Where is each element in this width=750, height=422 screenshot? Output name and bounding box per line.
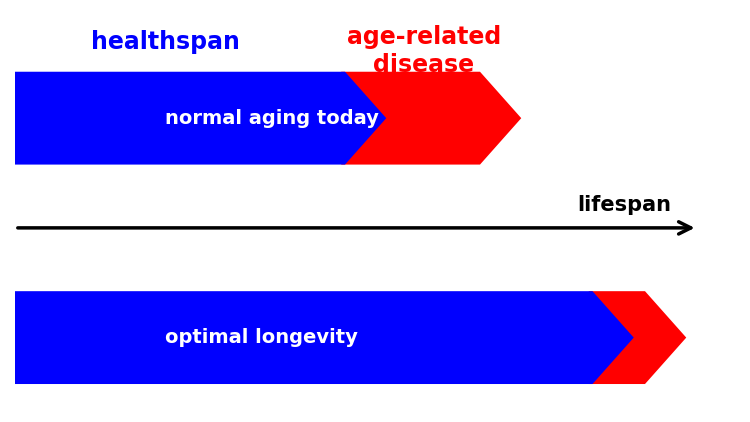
Text: healthspan: healthspan — [91, 30, 239, 54]
Polygon shape — [341, 72, 521, 165]
Polygon shape — [15, 72, 386, 165]
Text: lifespan: lifespan — [578, 195, 671, 215]
Text: normal aging today: normal aging today — [165, 108, 379, 128]
Text: age-related
disease: age-related disease — [346, 25, 501, 76]
Polygon shape — [15, 291, 634, 384]
Text: optimal longevity: optimal longevity — [165, 328, 358, 347]
Polygon shape — [589, 291, 686, 384]
